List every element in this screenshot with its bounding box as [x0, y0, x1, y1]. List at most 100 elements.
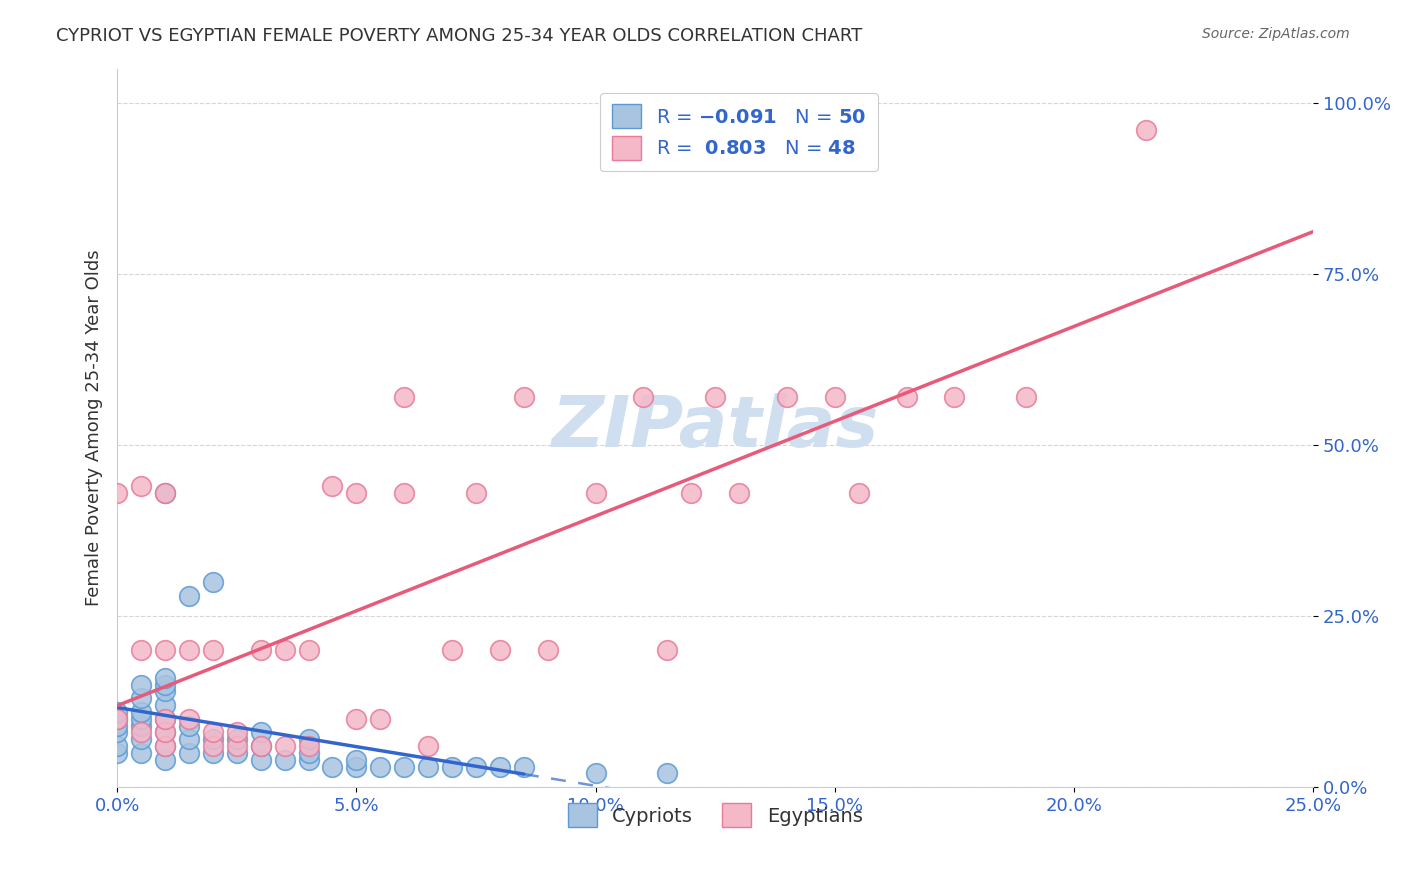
- Point: [489, 759, 512, 773]
- Legend: Cypriots, Egyptians: Cypriots, Egyptians: [560, 796, 870, 835]
- Point: [105, 705, 128, 719]
- Point: [153, 725, 176, 739]
- Point: [297, 753, 319, 767]
- Point: [489, 643, 512, 657]
- Point: [153, 753, 176, 767]
- Point: [297, 739, 319, 753]
- Point: [129, 677, 152, 691]
- Text: CYPRIOT VS EGYPTIAN FEMALE POVERTY AMONG 25-34 YEAR OLDS CORRELATION CHART: CYPRIOT VS EGYPTIAN FEMALE POVERTY AMONG…: [56, 27, 862, 45]
- Point: [129, 732, 152, 747]
- Point: [297, 732, 319, 747]
- Point: [177, 732, 200, 747]
- Point: [394, 759, 416, 773]
- Point: [153, 725, 176, 739]
- Point: [201, 725, 224, 739]
- Point: [105, 739, 128, 753]
- Point: [273, 753, 295, 767]
- Point: [177, 718, 200, 732]
- Point: [728, 486, 751, 500]
- Point: [129, 705, 152, 719]
- Point: [153, 739, 176, 753]
- Point: [441, 643, 464, 657]
- Point: [249, 643, 271, 657]
- Point: [105, 486, 128, 500]
- Text: ZIPatlas: ZIPatlas: [551, 393, 879, 462]
- Point: [344, 759, 367, 773]
- Point: [1135, 123, 1157, 137]
- Point: [418, 739, 440, 753]
- Point: [848, 486, 870, 500]
- Point: [177, 643, 200, 657]
- Point: [153, 677, 176, 691]
- Point: [537, 643, 560, 657]
- Text: Source: ZipAtlas.com: Source: ZipAtlas.com: [1202, 27, 1350, 41]
- Point: [1015, 390, 1038, 404]
- Point: [704, 390, 727, 404]
- Point: [249, 739, 271, 753]
- Point: [585, 766, 607, 780]
- Point: [273, 739, 295, 753]
- Point: [943, 390, 966, 404]
- Point: [441, 759, 464, 773]
- Point: [273, 643, 295, 657]
- Point: [105, 746, 128, 760]
- Point: [776, 390, 799, 404]
- Point: [896, 390, 918, 404]
- Point: [153, 684, 176, 698]
- Point: [657, 643, 679, 657]
- Point: [153, 486, 176, 500]
- Point: [681, 486, 703, 500]
- Point: [321, 759, 343, 773]
- Point: [105, 725, 128, 739]
- Point: [225, 732, 247, 747]
- Point: [633, 390, 655, 404]
- Point: [370, 712, 392, 726]
- Point: [201, 739, 224, 753]
- Point: [513, 759, 536, 773]
- Point: [153, 643, 176, 657]
- Point: [129, 746, 152, 760]
- Point: [297, 746, 319, 760]
- Point: [201, 643, 224, 657]
- Point: [657, 766, 679, 780]
- Point: [585, 486, 607, 500]
- Point: [129, 691, 152, 706]
- Point: [249, 739, 271, 753]
- Point: [177, 589, 200, 603]
- Point: [513, 390, 536, 404]
- Point: [225, 725, 247, 739]
- Y-axis label: Female Poverty Among 25-34 Year Olds: Female Poverty Among 25-34 Year Olds: [86, 250, 103, 607]
- Point: [153, 712, 176, 726]
- Point: [344, 486, 367, 500]
- Point: [321, 479, 343, 493]
- Point: [225, 746, 247, 760]
- Point: [105, 718, 128, 732]
- Point: [153, 698, 176, 712]
- Point: [344, 712, 367, 726]
- Point: [344, 753, 367, 767]
- Point: [201, 746, 224, 760]
- Point: [394, 390, 416, 404]
- Point: [177, 712, 200, 726]
- Point: [129, 725, 152, 739]
- Point: [824, 390, 846, 404]
- Point: [105, 712, 128, 726]
- Point: [249, 753, 271, 767]
- Point: [297, 643, 319, 657]
- Point: [153, 739, 176, 753]
- Point: [249, 725, 271, 739]
- Point: [465, 759, 488, 773]
- Point: [201, 574, 224, 589]
- Point: [129, 718, 152, 732]
- Point: [177, 746, 200, 760]
- Point: [394, 486, 416, 500]
- Point: [153, 712, 176, 726]
- Point: [153, 671, 176, 685]
- Point: [201, 732, 224, 747]
- Point: [465, 486, 488, 500]
- Point: [418, 759, 440, 773]
- Point: [129, 643, 152, 657]
- Point: [129, 712, 152, 726]
- Point: [153, 486, 176, 500]
- Point: [225, 739, 247, 753]
